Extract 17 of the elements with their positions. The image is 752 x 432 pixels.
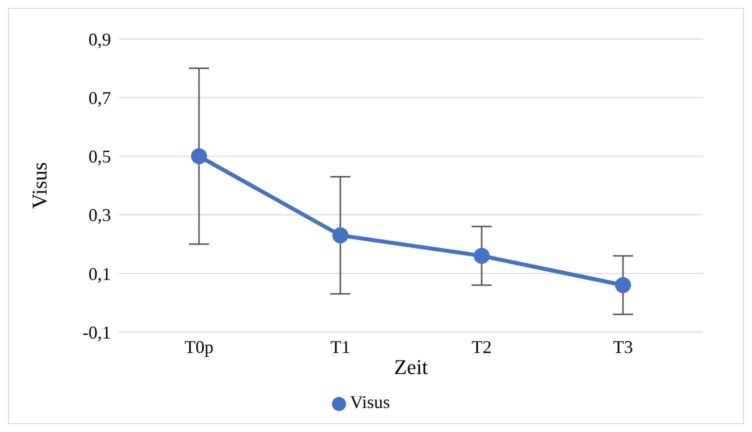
x-tick-label: T0p [184,336,214,357]
y-tick-label: 0,7 [88,88,111,108]
point [615,277,631,294]
x-tick-label: T1 [330,336,350,357]
point [191,148,207,164]
y-tick-label: -0,1 [82,322,111,342]
point [332,227,348,244]
y-axis-title: Visus [27,162,52,209]
x-tick-label: T3 [613,336,633,357]
y-tick-label: 0,3 [88,205,111,226]
point [474,248,490,264]
y-tick-label: 0,1 [88,264,111,284]
y-tick-label: 0,9 [88,29,111,50]
legend-label: Visus [350,392,390,412]
x-axis-title: Zeit [394,355,428,379]
x-tick-label: T2 [472,336,492,357]
y-tick-label: 0,5 [88,146,111,167]
